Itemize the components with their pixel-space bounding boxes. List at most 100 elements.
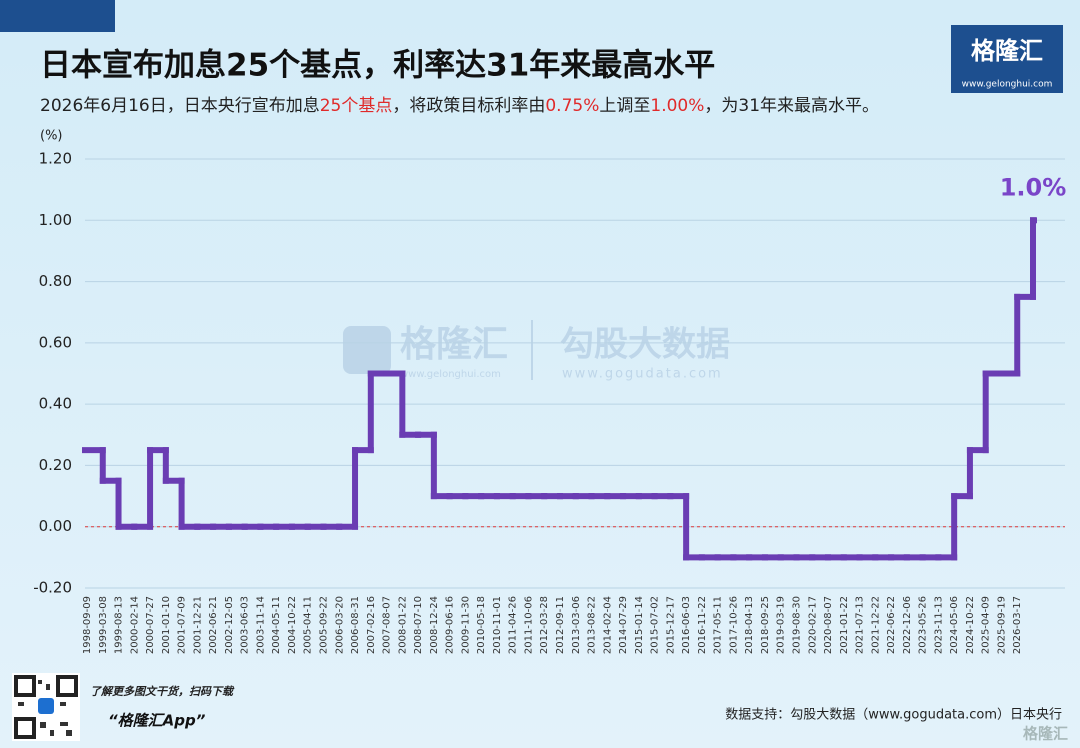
subtitle-part: 上调至 [599, 96, 650, 116]
x-tick-label: 2006-03-20 [334, 596, 345, 654]
x-tick-label: 2015-07-02 [650, 596, 661, 654]
x-tick-label: 2023-11-13 [933, 596, 944, 654]
watermark-text: 格隆汇 [400, 324, 508, 365]
x-tick-label: 2021-07-13 [855, 596, 866, 654]
y-tick-label: 1.20 [39, 150, 72, 168]
x-tick-label: 2006-08-31 [350, 596, 361, 654]
x-tick-label: 1998-09-09 [82, 596, 93, 654]
corner-block [0, 0, 115, 32]
corner-mark: 格隆汇 [1023, 725, 1068, 743]
y-tick-label: 0.20 [39, 456, 72, 474]
x-tick-label: 2008-07-10 [413, 596, 424, 654]
x-tick-label: 2019-03-19 [776, 596, 787, 654]
x-tick-label: 2016-11-22 [697, 596, 708, 654]
x-tick-label: 2013-08-22 [587, 596, 598, 654]
y-tick-label: 0.00 [39, 517, 72, 535]
subtitle: 2026年6月16日，日本央行宣布加息25个基点，将政策目标利率由0.75%上调… [40, 96, 879, 116]
x-tick-label: 2017-05-11 [713, 596, 724, 654]
x-tick-label: 2001-01-10 [161, 596, 172, 654]
x-tick-label: 2022-12-06 [902, 596, 913, 654]
logo-box [951, 25, 1063, 93]
x-tick-label: 2018-04-13 [744, 596, 755, 654]
subtitle-part: 25个基点 [320, 96, 393, 116]
x-tick-label: 2008-01-22 [397, 596, 408, 654]
x-tick-label: 2022-06-22 [886, 596, 897, 654]
x-tick-label: 2020-02-17 [807, 596, 818, 654]
x-tick-label: 2000-02-14 [129, 596, 140, 654]
x-tick-label: 2017-10-26 [728, 596, 739, 654]
x-tick-label: 2003-06-03 [240, 596, 251, 654]
x-tick-label: 2014-02-04 [602, 596, 613, 654]
x-tick-label: 2021-12-22 [870, 596, 881, 654]
x-tick-label: 2018-09-25 [760, 596, 771, 654]
qr-code [12, 673, 80, 741]
x-tick-label: 2015-01-14 [634, 596, 645, 654]
qr-finder [14, 717, 36, 739]
y-tick-label: -0.20 [33, 579, 72, 597]
y-tick-label: 0.60 [39, 333, 72, 351]
annotation: 1.0% [1000, 173, 1067, 201]
subtitle-part: ，为31年来最高水平。 [704, 96, 879, 116]
x-tick-label: 2000-07-27 [145, 596, 156, 654]
x-tick-label: 2019-08-30 [792, 596, 803, 654]
watermark-url: www.gogudata.com [562, 367, 723, 382]
y-tick-label: 1.00 [39, 211, 72, 229]
qr-finder [14, 675, 36, 697]
watermark-icon [343, 326, 391, 374]
subtitle-part: ，将政策目标利率由 [392, 96, 545, 116]
y-tick-label: 0.40 [39, 395, 72, 413]
x-tick-label: 2002-06-21 [208, 596, 219, 654]
qr-dots [18, 680, 72, 736]
watermark: 格隆汇 www.gelonghui.com 勾股大数据 www.gogudata… [343, 320, 730, 382]
x-tick-label: 2004-05-11 [271, 596, 282, 654]
subtitle-part: 2026年6月16日，日本央行宣布加息 [40, 96, 320, 116]
x-tick-label: 2015-12-17 [665, 596, 676, 654]
x-tick-label: 2013-03-06 [571, 596, 582, 654]
x-tick-label: 2012-09-11 [555, 596, 566, 654]
logo: 格隆汇 www.gelonghui.com [951, 25, 1063, 93]
qr-finder [56, 675, 78, 697]
x-tick-label: 2010-11-01 [492, 596, 503, 654]
x-tick-label: 2001-07-09 [177, 596, 188, 654]
x-tick-label: 2016-06-03 [681, 596, 692, 654]
x-tick-label: 2005-09-22 [319, 596, 330, 654]
y-unit: (%) [40, 129, 63, 144]
x-tick-label: 2004-10-22 [287, 596, 298, 654]
y-tick-label: 0.80 [39, 272, 72, 290]
logo-text: 格隆汇 [971, 37, 1043, 65]
x-tick-label: 2007-02-16 [366, 596, 377, 654]
x-tick-label: 1999-08-13 [114, 596, 125, 654]
x-tick-label: 2024-05-06 [949, 596, 960, 654]
x-tick-label: 2014-07-29 [618, 596, 629, 654]
x-tick-label: 2005-04-11 [303, 596, 314, 654]
logo-url: www.gelonghui.com [962, 80, 1053, 90]
x-tick-label: 2008-12-24 [429, 596, 440, 654]
x-tick-label: 2009-06-16 [445, 596, 456, 654]
x-tick-label: 2009-11-30 [460, 596, 471, 654]
x-tick-label: 2023-05-26 [918, 596, 929, 654]
source: 数据支持：勾股大数据（www.gogudata.com）日本央行 [725, 708, 1062, 723]
app-name: “格隆汇App” [108, 712, 206, 730]
x-tick-label: 2025-04-09 [981, 596, 992, 654]
x-tick-label: 2021-01-22 [839, 596, 850, 654]
x-tick-label: 2007-08-07 [382, 596, 393, 654]
watermark-url: www.gelonghui.com [400, 369, 501, 380]
qr-icon [38, 698, 54, 714]
x-tick-label: 2025-09-19 [996, 596, 1007, 654]
x-tick-label: 2002-12-05 [224, 596, 235, 654]
qr-caption: 了解更多图文干货，扫码下载 [90, 685, 235, 698]
subtitle-part: 0.75% [545, 96, 599, 116]
x-tick-label: 2003-11-14 [255, 596, 266, 654]
chart-title: 日本宣布加息25个基点，利率达31年来最高水平 [40, 48, 715, 84]
x-tick-label: 2012-03-28 [539, 596, 550, 654]
x-tick-label: 2020-08-07 [823, 596, 834, 654]
x-tick-label: 2011-10-06 [523, 596, 534, 654]
x-tick-label: 2026-03-17 [1012, 596, 1023, 654]
x-tick-label: 2001-12-21 [192, 596, 203, 654]
x-tick-label: 2010-05-18 [476, 596, 487, 654]
x-tick-label: 1999-03-08 [98, 596, 109, 654]
subtitle-part: 1.00% [650, 96, 704, 116]
